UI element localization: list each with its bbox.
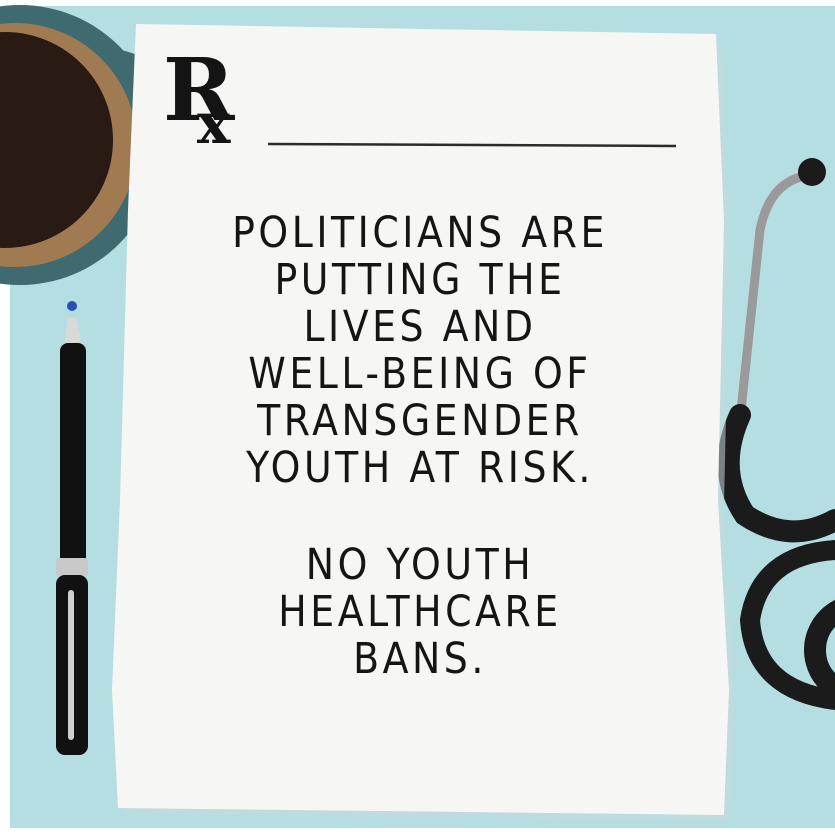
message-line: PUTTING THE [274, 255, 566, 305]
pen-cone [64, 318, 82, 345]
prescription-pad [112, 24, 735, 821]
coffee-mug [0, 5, 176, 285]
coffee [0, 32, 113, 248]
message-line: LIVES AND [303, 302, 537, 352]
message-line: YOUTH AT RISK. [246, 443, 594, 493]
rx-symbol: R [163, 40, 235, 141]
rx-signature-line [267, 142, 677, 148]
pen-clip [68, 590, 74, 740]
prescription-message: POLITICIANS ARE PUTTING THE LIVES AND WE… [182, 210, 657, 683]
call-line: HEALTHCARE [278, 587, 562, 637]
pen-barrel [60, 343, 86, 565]
pen-band [56, 558, 88, 576]
stethoscope-chestpiece [804, 600, 835, 700]
stethoscope-tube-upper [717, 404, 835, 543]
call-line: NO YOUTH [305, 540, 535, 590]
pen-tip [67, 301, 77, 311]
stethoscope [717, 158, 835, 710]
spacer [182, 492, 657, 542]
stethoscope-tube-lower [739, 540, 835, 710]
paper-sheet [112, 24, 729, 815]
rx-symbol-sub: x [197, 91, 231, 157]
stethoscope-ear-tip [798, 158, 826, 186]
pen [56, 301, 88, 755]
call-line: BANS. [353, 634, 487, 684]
message-line: TRANSGENDER [257, 396, 583, 446]
message-line: WELL-BEING OF [248, 349, 592, 399]
message-line: POLITICIANS ARE [232, 208, 608, 258]
